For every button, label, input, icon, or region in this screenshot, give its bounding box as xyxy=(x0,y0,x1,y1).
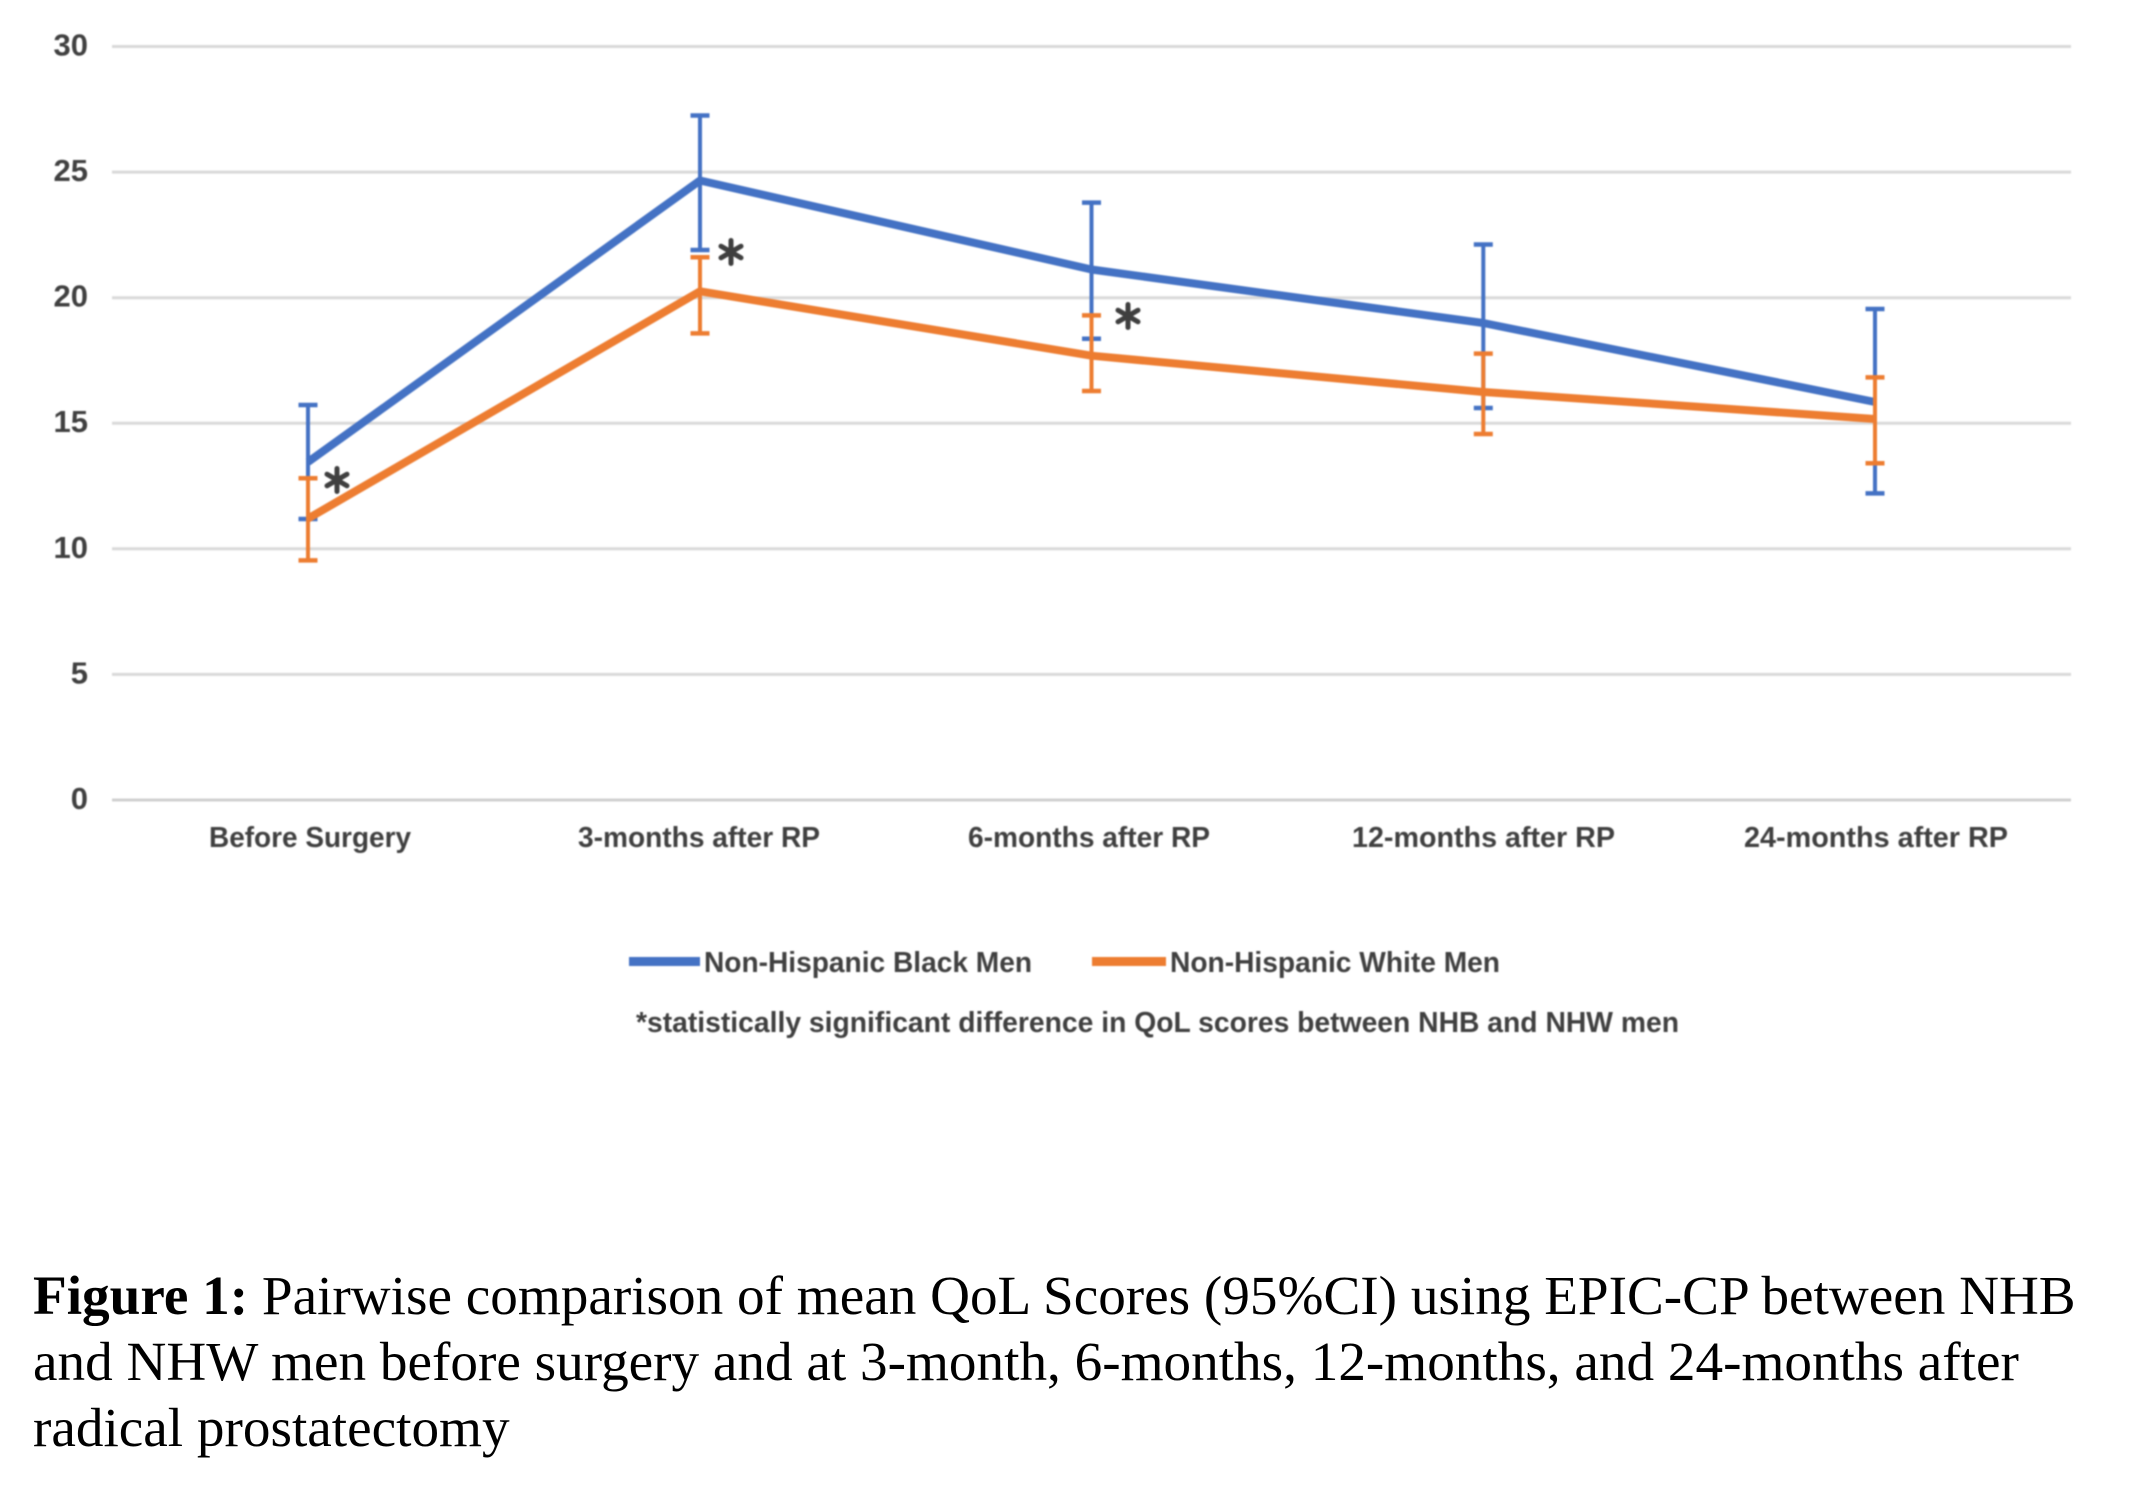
svg-text:5: 5 xyxy=(71,655,88,690)
svg-text:15: 15 xyxy=(54,404,88,439)
svg-text:Non-Hispanic Black Men: Non-Hispanic Black Men xyxy=(704,947,1032,979)
svg-text:Non-Hispanic White Men: Non-Hispanic White Men xyxy=(1170,947,1500,979)
svg-text:3-months after RP: 3-months after RP xyxy=(578,822,820,854)
svg-text:*statistically significant dif: *statistically significant difference in… xyxy=(636,1007,1679,1039)
svg-text:30: 30 xyxy=(54,28,88,63)
svg-text:12-months after RP: 12-months after RP xyxy=(1352,822,1615,854)
svg-text:6-months after RP: 6-months after RP xyxy=(968,822,1210,854)
svg-text:10: 10 xyxy=(54,530,88,565)
svg-text:24-months after RP: 24-months after RP xyxy=(1744,822,2008,854)
svg-text:Before Surgery: Before Surgery xyxy=(209,822,411,854)
svg-text:20: 20 xyxy=(54,279,88,314)
svg-text:0: 0 xyxy=(71,781,88,816)
svg-text:25: 25 xyxy=(54,153,88,188)
